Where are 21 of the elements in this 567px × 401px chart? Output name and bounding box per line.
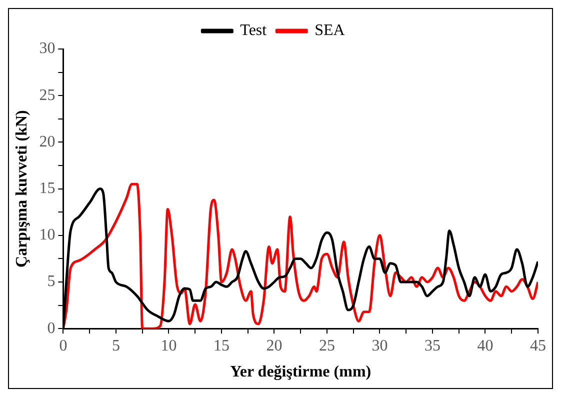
x-tick-label: 45 <box>530 337 546 354</box>
x-tick-label: 25 <box>318 337 335 354</box>
y-tick-label: 5 <box>47 273 56 290</box>
x-tick-label: 35 <box>424 337 440 354</box>
x-tick-label: 10 <box>160 337 177 354</box>
y-tick-label: 20 <box>39 133 56 150</box>
x-axis-title: Yer değiştirme (mm) <box>230 364 372 381</box>
x-tick-label: 0 <box>59 337 68 354</box>
legend-label: SEA <box>314 22 346 40</box>
x-tick-label: 40 <box>477 337 494 354</box>
y-tick-label: 10 <box>39 226 56 244</box>
x-tick-label: 15 <box>213 337 230 354</box>
y-tick-label: 30 <box>39 40 56 58</box>
y-tick-label: 15 <box>39 180 56 198</box>
x-tick-label: 20 <box>266 337 282 354</box>
x-tick-label: 5 <box>112 337 120 354</box>
legend-label: Test <box>240 22 268 40</box>
x-tick-label: 30 <box>372 337 388 354</box>
y-tick-label: 25 <box>39 86 56 104</box>
y-axis-title: Çarpışma kuvveti (kN) <box>14 110 31 268</box>
y-tick-label: 0 <box>47 320 56 337</box>
